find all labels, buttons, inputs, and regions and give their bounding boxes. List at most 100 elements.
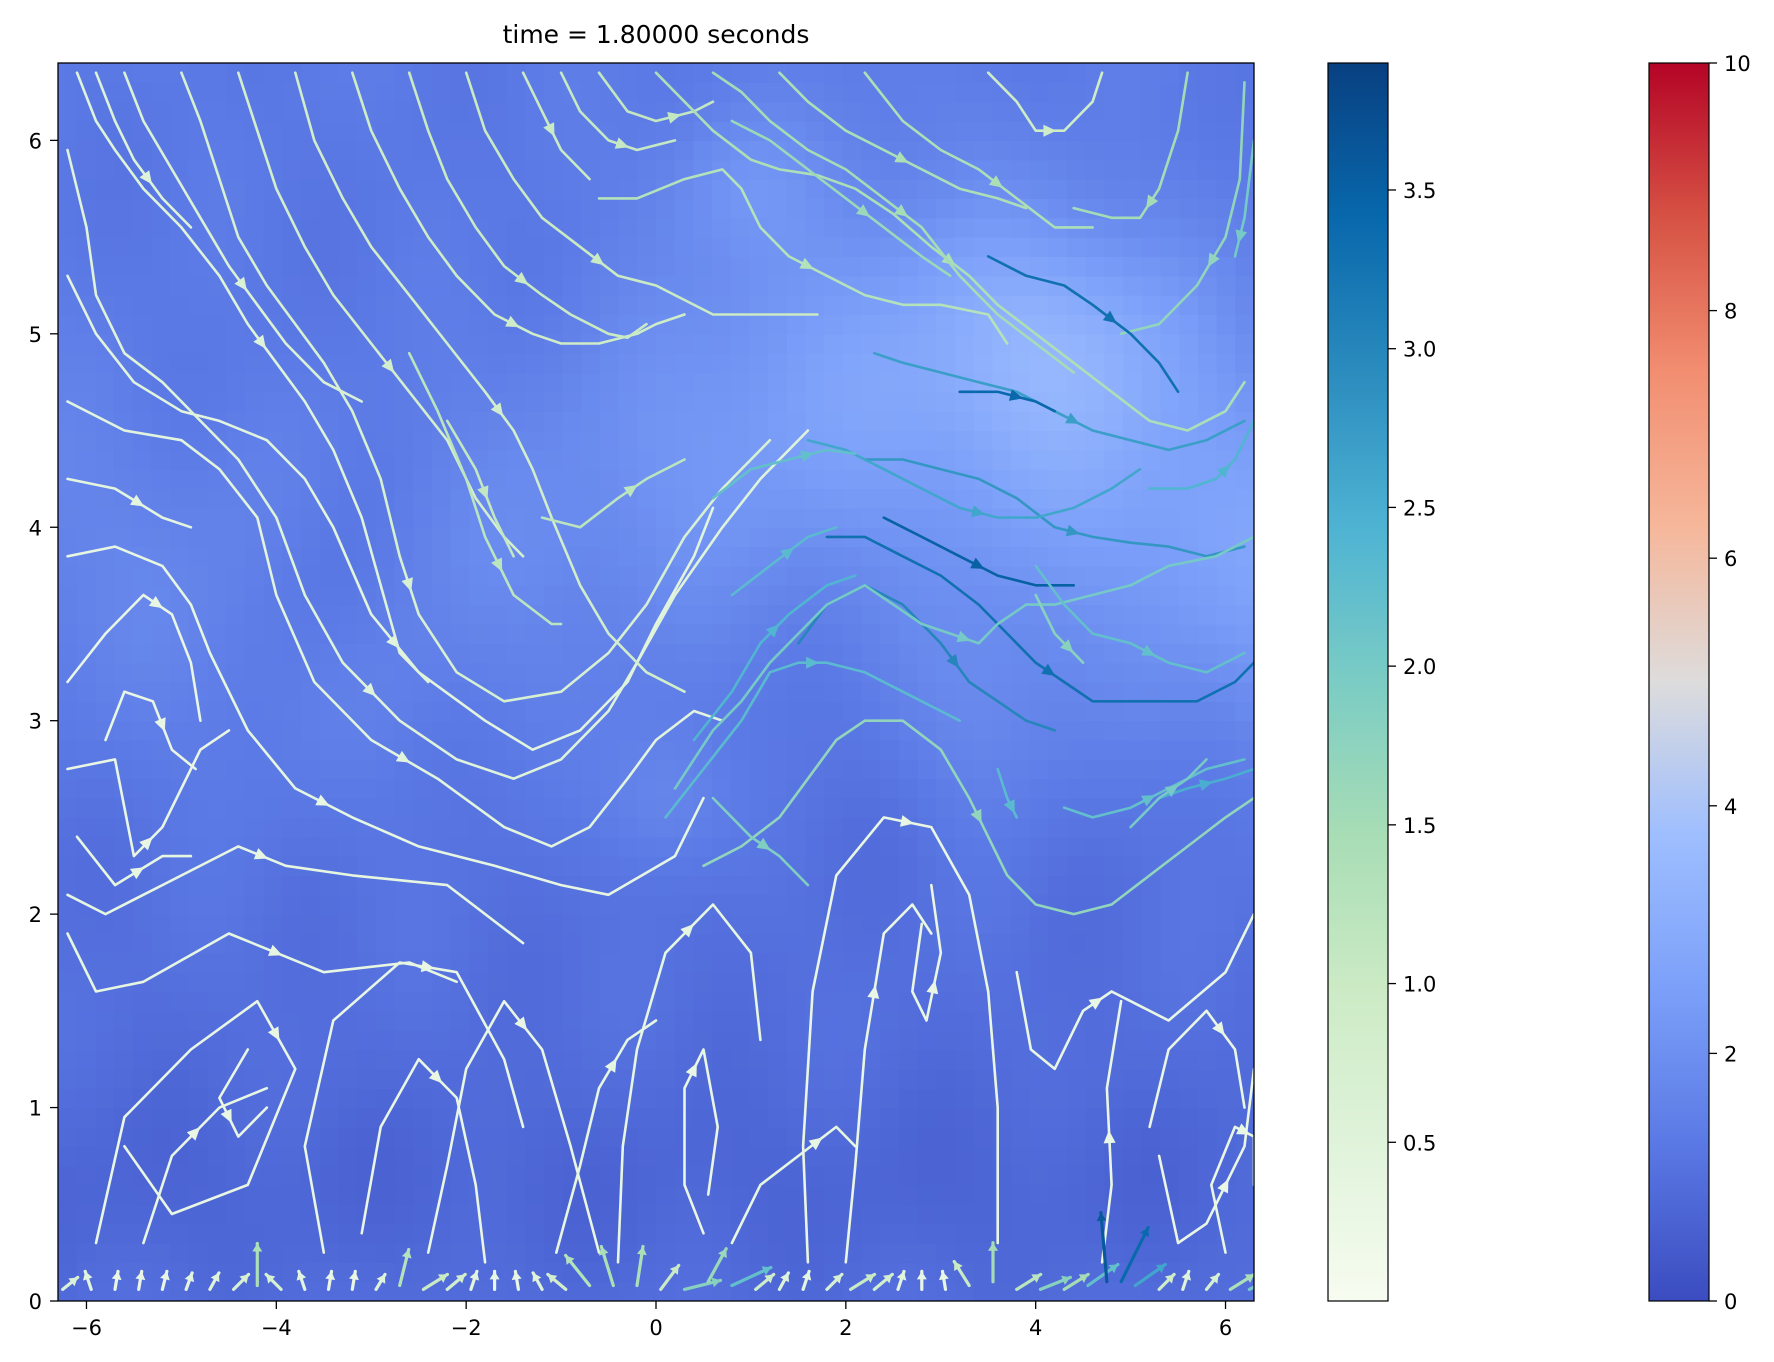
- heatmap-cell: [786, 314, 807, 335]
- heatmap-cell: [431, 662, 452, 683]
- heatmap-cell: [151, 914, 171, 935]
- heatmap-cell: [1197, 314, 1218, 335]
- heatmap-cell: [861, 1107, 881, 1128]
- heatmap-cell: [562, 469, 582, 490]
- heatmap-cell: [1141, 1030, 1162, 1051]
- heatmap-cell: [525, 314, 545, 335]
- heatmap-cell: [1029, 314, 1050, 335]
- heatmap-cell: [917, 1030, 937, 1051]
- heatmap-cell: [936, 972, 956, 993]
- heatmap-cell: [170, 237, 190, 258]
- heatmap-cell: [132, 778, 153, 799]
- heatmap-cell: [992, 1126, 1012, 1147]
- heatmap-cell: [543, 972, 564, 993]
- heatmap-cell: [1197, 643, 1218, 664]
- heatmap-cell: [1048, 759, 1068, 780]
- heatmap-cell: [562, 643, 582, 664]
- heatmap-cell: [693, 1088, 713, 1109]
- heatmap-cell: [973, 198, 993, 219]
- heatmap-cell: [749, 1223, 769, 1244]
- heatmap-cell: [656, 662, 676, 683]
- heatmap-cell: [151, 1107, 171, 1128]
- heatmap-cell: [170, 1068, 190, 1089]
- heatmap-cell: [786, 63, 807, 83]
- heatmap-cell: [413, 1165, 433, 1186]
- heatmap-cell: [1235, 914, 1254, 935]
- heatmap-cell: [1235, 778, 1254, 799]
- quiver-arrow: [1119, 1226, 1150, 1284]
- heatmap-cell: [170, 449, 190, 470]
- heatmap-cell: [1029, 1068, 1050, 1089]
- y-tick-label: 1: [29, 1097, 42, 1121]
- heatmap-cell: [431, 333, 452, 354]
- heatmap-cell: [1029, 991, 1050, 1012]
- streamline-arrowhead: [234, 276, 247, 291]
- heatmap-cell: [749, 662, 769, 683]
- heatmap-cell: [282, 1184, 302, 1205]
- heatmap-cell: [618, 430, 638, 451]
- heatmap-cell: [1067, 314, 1087, 335]
- heatmap-cell: [768, 101, 788, 122]
- heatmap-cell: [562, 740, 582, 760]
- heatmap-cell: [506, 1184, 526, 1205]
- heatmap-cell: [1235, 875, 1254, 896]
- heatmap-cell: [244, 914, 265, 935]
- heatmap-cell: [58, 604, 78, 625]
- heatmap-cell: [132, 817, 153, 838]
- heatmap-cell: [282, 140, 302, 161]
- heatmap-cell: [786, 856, 807, 877]
- heatmap-cell: [263, 1281, 283, 1301]
- heatmap-cell: [599, 256, 620, 277]
- heatmap-cell: [319, 1088, 339, 1109]
- heatmap-cell: [413, 1030, 433, 1051]
- heatmap-cell: [1104, 682, 1124, 702]
- heatmap-cell: [151, 546, 171, 567]
- heatmap-cell: [917, 179, 937, 199]
- heatmap-cell: [300, 972, 321, 993]
- heatmap-cell: [76, 604, 96, 625]
- heatmap-cell: [712, 449, 732, 470]
- heatmap-cell: [1123, 121, 1143, 141]
- heatmap-cell: [338, 1068, 358, 1089]
- heatmap-cell: [282, 237, 302, 258]
- streamline-arrowhead: [623, 484, 638, 498]
- heatmap-cell: [525, 295, 545, 316]
- heatmap-cell: [1085, 952, 1106, 973]
- heatmap-cell: [674, 372, 694, 393]
- heatmap-cell: [132, 1049, 153, 1070]
- heatmap-cell: [244, 1049, 265, 1070]
- heatmap-cell: [1104, 121, 1124, 141]
- heatmap-cell: [58, 82, 78, 103]
- quiver-arrowhead: [916, 1271, 927, 1280]
- heatmap-cell: [469, 875, 489, 896]
- heatmap-cell: [58, 217, 78, 238]
- heatmap-cell: [58, 527, 78, 548]
- heatmap-cell: [1179, 1030, 1199, 1051]
- heatmap-cell: [525, 275, 545, 296]
- heatmap-cell: [506, 875, 526, 896]
- heatmap-cell: [861, 391, 881, 412]
- heatmap-cell: [1216, 275, 1236, 296]
- heatmap-cell: [132, 295, 153, 316]
- heatmap-cell: [469, 353, 489, 374]
- heatmap-cell: [599, 740, 620, 760]
- heatmap-cell: [226, 121, 246, 141]
- quiver-arrowhead: [469, 1271, 480, 1281]
- heatmap-cell: [786, 1204, 807, 1225]
- heatmap-cell: [132, 217, 153, 238]
- heatmap-cell: [1141, 662, 1162, 683]
- heatmap-cell: [730, 1049, 751, 1070]
- heatmap-cell: [599, 1126, 620, 1147]
- heatmap-cell: [768, 469, 788, 490]
- heatmap-cell: [114, 159, 134, 180]
- heatmap-cell: [824, 894, 844, 915]
- heatmap-cell: [973, 314, 993, 335]
- heatmap-cell: [263, 740, 283, 760]
- heatmap-cell: [1235, 1010, 1254, 1031]
- heatmap-cell: [357, 1204, 377, 1225]
- heatmap-cell: [300, 198, 321, 219]
- heatmap-cell: [263, 1242, 283, 1263]
- heatmap-cell: [955, 353, 975, 374]
- heatmap-cell: [1160, 1030, 1180, 1051]
- heatmap-cell: [319, 256, 339, 277]
